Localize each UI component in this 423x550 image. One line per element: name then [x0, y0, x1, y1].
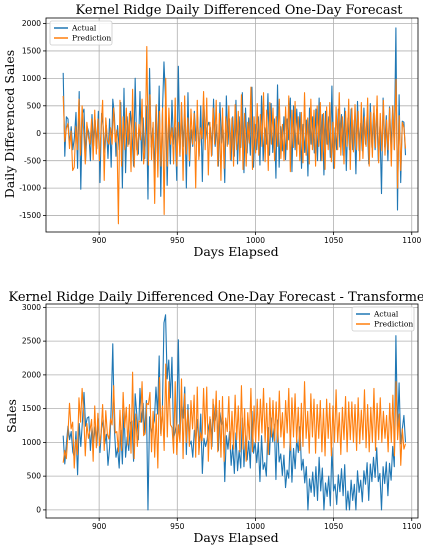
y-tick-label: -500 — [24, 156, 41, 165]
y-tick-label: 2000 — [22, 19, 41, 28]
y-axis-label: Daily Differenced Sales — [2, 50, 17, 198]
legend-label-prediction: Prediction — [72, 34, 111, 43]
transformed-back-chart: Kernel Ridge Daily Differenced One-Day F… — [4, 290, 423, 545]
y-tick-label: 1500 — [22, 404, 41, 413]
x-tick-label: 900 — [92, 522, 107, 531]
y-tick-label: 2500 — [22, 337, 41, 346]
x-tick-label: 1050 — [324, 236, 343, 245]
y-tick-label: 3000 — [22, 303, 41, 312]
series-line-actual — [62, 314, 407, 511]
y-tick-label: 1500 — [22, 47, 41, 56]
legend-label-actual: Actual — [373, 310, 399, 319]
x-tick-label: 1050 — [324, 522, 343, 531]
y-tick-label: -1000 — [19, 184, 41, 193]
x-axis-label: Days Elapsed — [193, 530, 278, 545]
x-tick-label: 950 — [170, 522, 185, 531]
x-axis-label: Days Elapsed — [193, 244, 278, 259]
y-tick-label: 1000 — [22, 74, 41, 83]
series-line-prediction — [62, 45, 407, 225]
tick-labels: 900 950 1000 1050 1100 -1500 -1000 -500 0 500 1000… — [19, 19, 421, 245]
plot-frame — [45, 303, 419, 519]
chart-title: Kernel Ridge Daily Differenced One-Day F… — [8, 290, 423, 305]
legend-label-actual: Actual — [71, 24, 97, 33]
x-tick-label: 950 — [170, 236, 185, 245]
differenced-forecast-chart: Kernel Ridge Daily Differenced One-Day F… — [2, 3, 422, 259]
series-lines — [62, 27, 407, 225]
series-line-prediction — [62, 363, 407, 469]
y-tick-label: 500 — [27, 472, 42, 481]
x-tick-label: 1100 — [402, 236, 421, 245]
x-tick-label: 1100 — [402, 522, 421, 531]
y-tick-label: 1000 — [22, 438, 41, 447]
y-tick-label: 0 — [36, 129, 41, 138]
y-tick-label: 0 — [36, 505, 41, 514]
x-tick-label: 900 — [92, 236, 107, 245]
y-tick-label: 500 — [27, 101, 42, 110]
tick-labels: 900 950 1000 1050 1100 0 500 1000 1500 2000 2500 30… — [22, 303, 422, 531]
y-tick-label: -1500 — [19, 211, 41, 220]
legend-box — [49, 20, 113, 46]
chart-title: Kernel Ridge Daily Differenced One-Day F… — [76, 3, 404, 18]
y-axis-label: Sales — [4, 399, 19, 433]
x-tick-label: 1000 — [246, 522, 265, 531]
plot-frame — [45, 17, 419, 233]
x-tick-label: 1000 — [246, 236, 265, 245]
legend-box — [351, 306, 415, 332]
y-tick-label: 2000 — [22, 370, 41, 379]
legend-label-prediction: Prediction — [374, 320, 413, 329]
series-lines — [62, 314, 407, 511]
